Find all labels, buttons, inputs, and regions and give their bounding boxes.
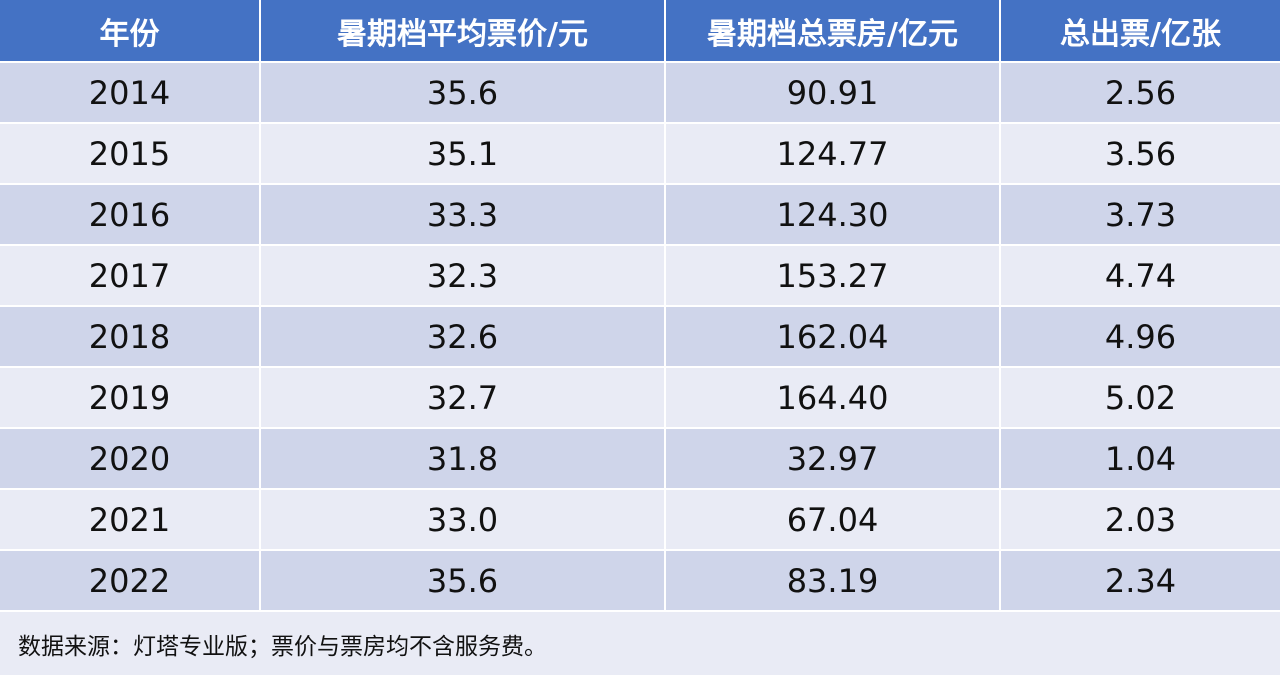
table-cell: 162.04 (666, 307, 999, 366)
table-cell: 33.3 (261, 185, 664, 244)
data-table: 年份 暑期档平均票价/元 暑期档总票房/亿元 总出票/亿张 2014 35.6 90.91 2… (0, 0, 1280, 610)
table-cell: 4.74 (1001, 246, 1280, 305)
table-cell: 124.30 (666, 185, 999, 244)
source-note: 数据来源：灯塔专业版；票价与票房均不含服务费。 (0, 612, 1280, 675)
table-cell: 2016 (0, 185, 259, 244)
table-cell: 2022 (0, 551, 259, 610)
header-cell: 暑期档平均票价/元 (261, 0, 664, 61)
table-cell: 2014 (0, 63, 259, 122)
table-cell: 32.3 (261, 246, 664, 305)
header-cell: 暑期档总票房/亿元 (666, 0, 999, 61)
table-cell: 67.04 (666, 490, 999, 549)
table-cell: 90.91 (666, 63, 999, 122)
table-cell: 83.19 (666, 551, 999, 610)
table-cell: 164.40 (666, 368, 999, 427)
table-cell: 2.56 (1001, 63, 1280, 122)
table-cell: 2018 (0, 307, 259, 366)
table-cell: 2021 (0, 490, 259, 549)
table-cell: 3.56 (1001, 124, 1280, 183)
table-cell: 1.04 (1001, 429, 1280, 488)
table-cell: 4.96 (1001, 307, 1280, 366)
table-cell: 2017 (0, 246, 259, 305)
table-cell: 32.6 (261, 307, 664, 366)
table-cell: 2015 (0, 124, 259, 183)
table-cell: 3.73 (1001, 185, 1280, 244)
table-cell: 33.0 (261, 490, 664, 549)
table-cell: 32.7 (261, 368, 664, 427)
table-cell: 2019 (0, 368, 259, 427)
header-cell: 年份 (0, 0, 259, 61)
table-cell: 2.03 (1001, 490, 1280, 549)
header-cell: 总出票/亿张 (1001, 0, 1280, 61)
table-cell: 2.34 (1001, 551, 1280, 610)
table-cell: 153.27 (666, 246, 999, 305)
table-cell: 35.6 (261, 551, 664, 610)
table-cell: 5.02 (1001, 368, 1280, 427)
table-cell: 124.77 (666, 124, 999, 183)
table-cell: 35.6 (261, 63, 664, 122)
table-cell: 31.8 (261, 429, 664, 488)
table-cell: 2020 (0, 429, 259, 488)
table-cell: 35.1 (261, 124, 664, 183)
table-cell: 32.97 (666, 429, 999, 488)
